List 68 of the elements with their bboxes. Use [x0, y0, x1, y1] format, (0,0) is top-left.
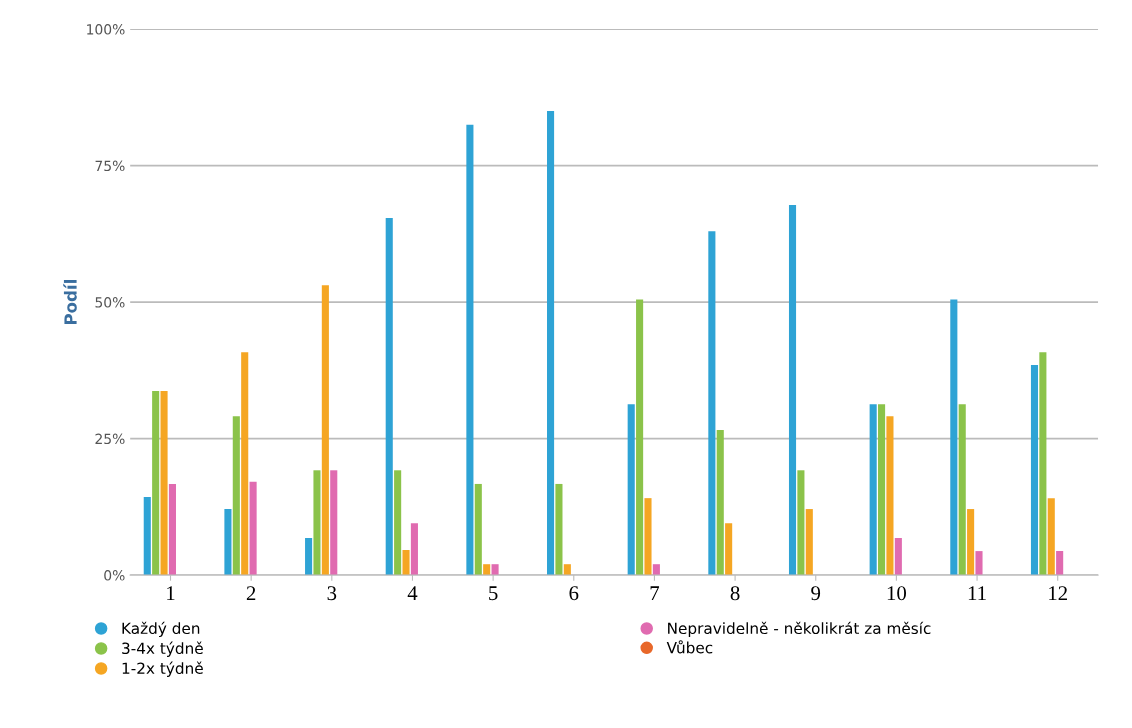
bar	[716, 429, 724, 576]
bar	[249, 481, 257, 576]
legend-label: Každý den	[122, 621, 200, 638]
bar	[652, 564, 660, 576]
bar	[708, 231, 716, 576]
bar	[975, 551, 983, 576]
x-tick-label: 5	[489, 586, 498, 601]
x-tick-label: 12	[1049, 586, 1067, 600]
bar	[967, 509, 975, 576]
bar	[797, 470, 805, 576]
bar	[143, 497, 151, 576]
bar	[152, 391, 160, 576]
legend-label: Vůbec	[666, 640, 713, 654]
bar	[466, 124, 474, 576]
bar	[788, 204, 797, 576]
y-tick-label: 100%	[87, 24, 125, 35]
bar	[410, 523, 418, 576]
bar	[241, 352, 249, 576]
legend-label: 3-4x týdně	[122, 641, 203, 658]
x-tick-label: 3	[327, 586, 337, 601]
bar	[394, 470, 402, 576]
y-tick-label: 50%	[95, 297, 125, 308]
x-tick-label: 4	[407, 586, 418, 600]
bar	[627, 404, 635, 576]
x-tick-label: 11	[968, 586, 986, 600]
x-tick-label: 2	[246, 586, 256, 600]
bar	[950, 299, 958, 576]
bar	[385, 218, 393, 576]
bar	[402, 550, 410, 576]
bar	[1039, 352, 1047, 576]
bar	[321, 285, 329, 576]
bar	[958, 404, 966, 576]
bar	[563, 564, 571, 576]
bar	[313, 470, 321, 576]
bar	[483, 564, 491, 576]
bar	[168, 483, 176, 576]
x-tick-label: 7	[650, 586, 660, 600]
bar	[644, 498, 652, 576]
bar	[547, 111, 555, 576]
y-tick-label: 0%	[104, 570, 125, 581]
bar	[474, 483, 482, 576]
bar	[491, 564, 499, 576]
bar	[1030, 364, 1039, 576]
bar	[869, 404, 877, 576]
legend-label: Nepravidelně - několikrát za měsíc	[668, 621, 931, 638]
bar	[1056, 551, 1064, 576]
bar	[636, 299, 644, 576]
bar	[805, 509, 813, 576]
legend-label: 1-2x týdně	[122, 661, 203, 677]
bar	[330, 470, 338, 576]
x-tick-label: 8	[730, 586, 740, 601]
y-axis-title: Podíl	[63, 280, 77, 325]
bar	[160, 391, 168, 576]
y-tick-label: 75%	[95, 160, 125, 172]
bar	[878, 404, 886, 576]
bar	[886, 416, 894, 576]
x-tick-label: 10	[887, 586, 907, 601]
bar	[224, 509, 232, 576]
y-tick-label: 25%	[95, 433, 125, 445]
x-tick-label: 9	[811, 586, 821, 601]
bar	[1047, 498, 1055, 576]
bar	[894, 537, 902, 576]
bar	[725, 523, 733, 576]
x-tick-label: 6	[569, 586, 579, 601]
bar	[555, 483, 563, 576]
bar	[232, 416, 240, 576]
bar	[305, 537, 313, 576]
x-tick-label: 1	[167, 586, 175, 600]
